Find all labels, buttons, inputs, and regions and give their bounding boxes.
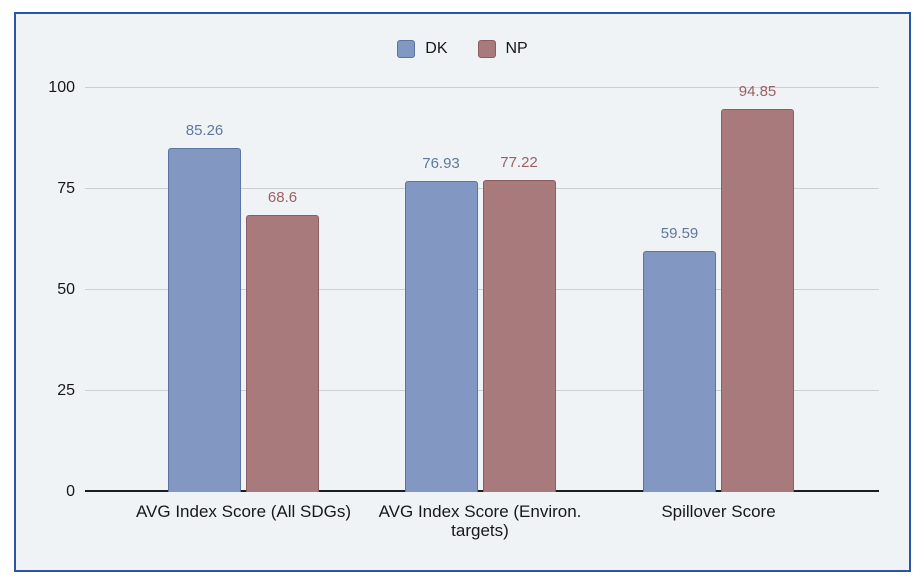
gridline xyxy=(85,188,879,189)
y-tick-label: 75 xyxy=(57,180,75,197)
y-tick-label: 100 xyxy=(48,79,75,96)
gridline xyxy=(85,87,879,88)
bar-np[interactable] xyxy=(482,180,556,492)
legend-item-np[interactable]: NP xyxy=(477,40,528,58)
x-axis-category-label: AVG Index Score (Environ. targets) xyxy=(378,502,582,540)
bar-np[interactable] xyxy=(721,109,794,492)
y-tick-label: 50 xyxy=(57,281,75,298)
bar-value-label: 77.22 xyxy=(500,154,538,171)
bar-value-label: 94.85 xyxy=(738,83,777,100)
chart-panel: DK NP 0 25 50 75 100 AVG Index Score (All SDG… xyxy=(14,12,911,572)
bar-dk[interactable] xyxy=(404,181,478,492)
plot-area: 0 25 50 75 100 AVG Index Score (All SDGs) 85.2… xyxy=(16,14,909,570)
gridline xyxy=(85,289,879,290)
legend-label-np: NP xyxy=(505,40,528,57)
x-axis-category-label: Spillover Score xyxy=(661,502,776,521)
bar-value-label: 59.59 xyxy=(660,225,699,242)
legend-swatch-dk xyxy=(397,40,416,58)
legend: DK NP xyxy=(16,40,909,58)
y-tick-label: 0 xyxy=(66,483,75,500)
y-tick-label: 25 xyxy=(57,382,75,399)
legend-label-dk: DK xyxy=(425,40,448,57)
legend-item-dk[interactable]: DK xyxy=(397,40,448,58)
bar-value-label: 68.6 xyxy=(267,189,298,206)
bar-value-label: 76.93 xyxy=(422,155,460,172)
x-axis-line xyxy=(85,490,879,492)
bar-value-label: 85.26 xyxy=(185,122,224,139)
bar-np[interactable] xyxy=(246,215,319,492)
x-axis-category-label: AVG Index Score (All SDGs) xyxy=(135,502,352,521)
bar-dk[interactable] xyxy=(168,148,241,492)
gridline xyxy=(85,390,879,391)
legend-swatch-np xyxy=(477,40,496,58)
bar-dk[interactable] xyxy=(643,251,716,492)
